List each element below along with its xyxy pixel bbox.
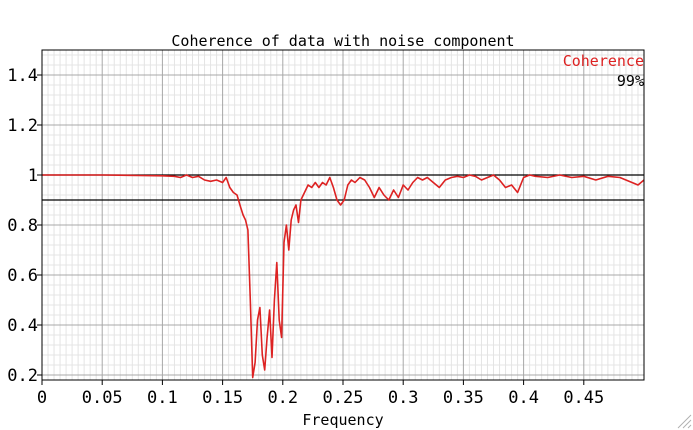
- legend-confidence-label: 99%: [617, 72, 644, 90]
- y-tick-label: 1.2: [7, 116, 38, 136]
- x-tick-label: 0.3: [388, 388, 419, 408]
- y-tick-label: 0.4: [7, 316, 38, 336]
- x-tick-label: 0.4: [508, 388, 539, 408]
- x-tick-label: 0.35: [443, 388, 484, 408]
- x-axis-label: Frequency: [302, 411, 383, 429]
- x-tick-label: 0.45: [563, 388, 604, 408]
- x-tick-label: 0.2: [267, 388, 298, 408]
- legend-series-name: Coherence: [563, 52, 644, 70]
- y-tick-label: 1.4: [7, 66, 38, 86]
- x-tick-label: 0: [37, 388, 47, 408]
- y-tick-label: 0.8: [7, 216, 38, 236]
- chart-title: Coherence of data with noise component: [171, 32, 514, 50]
- y-tick-label: 1: [28, 166, 38, 186]
- y-tick-label: 0.6: [7, 266, 38, 286]
- x-tick-label: 0.25: [323, 388, 364, 408]
- y-tick-label: 0.2: [7, 366, 38, 386]
- coherence-series-line: [42, 174, 645, 379]
- x-tick-label: 0.1: [147, 388, 178, 408]
- series-layer: [42, 174, 645, 379]
- x-tick-label: 0.05: [82, 388, 123, 408]
- y-axis-ticks: 0.2 0.4 0.6 0.8 1 1.2 1.4: [7, 66, 42, 386]
- x-axis-ticks: 0 0.05 0.1 0.15 0.2 0.25 0.3 0.35 0.4 0.45: [37, 380, 604, 408]
- resize-grip-icon[interactable]: [677, 414, 692, 429]
- x-tick-label: 0.15: [202, 388, 243, 408]
